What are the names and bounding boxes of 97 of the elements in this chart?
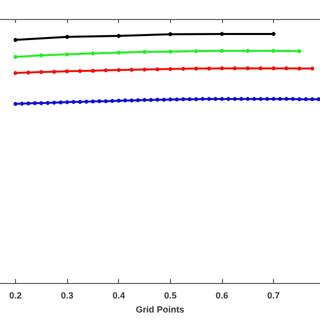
point [65, 34, 70, 39]
point [272, 96, 276, 101]
point [155, 67, 160, 72]
point [246, 48, 250, 53]
point [239, 96, 244, 101]
point [181, 97, 186, 102]
point [220, 66, 224, 70]
point [168, 32, 172, 36]
point [232, 66, 237, 70]
point [136, 98, 140, 102]
point [188, 97, 192, 102]
point [207, 96, 212, 101]
point [155, 98, 160, 102]
point [278, 96, 282, 101]
point [97, 99, 102, 104]
point [207, 66, 212, 71]
point [226, 96, 230, 101]
point [116, 50, 121, 55]
point [26, 70, 30, 75]
point [284, 66, 288, 70]
point [32, 101, 37, 106]
x-tick-label: 0.7 [267, 290, 280, 300]
point [104, 99, 108, 104]
point [46, 100, 50, 105]
point [194, 97, 198, 102]
point [13, 71, 18, 76]
point [168, 50, 172, 54]
point [200, 96, 205, 101]
point [220, 32, 224, 36]
point [258, 66, 263, 70]
point [194, 66, 198, 71]
point [20, 102, 24, 106]
point [90, 51, 95, 56]
point [52, 70, 56, 74]
point [232, 96, 237, 101]
point [39, 70, 44, 74]
point [142, 50, 147, 54]
point [116, 98, 121, 103]
point [130, 68, 134, 72]
point [316, 97, 320, 102]
x-tick-label: 0.4 [112, 290, 125, 300]
x-axis-title: Grid Points [136, 304, 184, 314]
point [142, 68, 147, 72]
point [116, 34, 121, 38]
point [246, 66, 250, 70]
point [39, 53, 44, 58]
point [58, 100, 63, 104]
point [168, 67, 172, 72]
point [13, 102, 18, 106]
point [39, 101, 44, 106]
x-tick-label: 0.2 [9, 290, 22, 300]
point [310, 66, 314, 71]
point [213, 96, 218, 101]
point [168, 97, 172, 102]
point [90, 68, 95, 73]
point [52, 100, 56, 105]
point [297, 49, 302, 54]
point [272, 66, 276, 70]
point [116, 68, 121, 72]
point [110, 98, 114, 103]
point [174, 97, 179, 102]
point [72, 100, 76, 104]
point [272, 32, 276, 36]
point [142, 98, 147, 102]
x-tick-label: 0.3 [60, 290, 74, 300]
point [252, 96, 256, 101]
point [13, 38, 18, 42]
point [162, 98, 166, 102]
point [148, 98, 153, 102]
point [65, 52, 70, 56]
x-tick-label: 0.5 [164, 290, 177, 300]
point [246, 96, 250, 101]
point [304, 97, 308, 102]
point [258, 96, 263, 101]
point [90, 99, 95, 104]
point [123, 98, 128, 102]
x-tick-label: 0.6 [216, 290, 228, 300]
point [194, 49, 198, 54]
point [65, 69, 70, 74]
point [310, 97, 314, 102]
point [26, 101, 30, 106]
point [65, 100, 70, 104]
point [297, 66, 302, 71]
point [284, 96, 288, 101]
point [130, 98, 134, 102]
point [181, 66, 186, 71]
point [78, 100, 82, 104]
point [104, 68, 108, 72]
point [220, 48, 224, 53]
point [13, 54, 18, 59]
point [220, 96, 224, 101]
point [78, 69, 82, 74]
point [84, 100, 88, 104]
point [272, 48, 276, 53]
point [265, 96, 270, 101]
point [290, 96, 295, 101]
point [297, 97, 302, 102]
